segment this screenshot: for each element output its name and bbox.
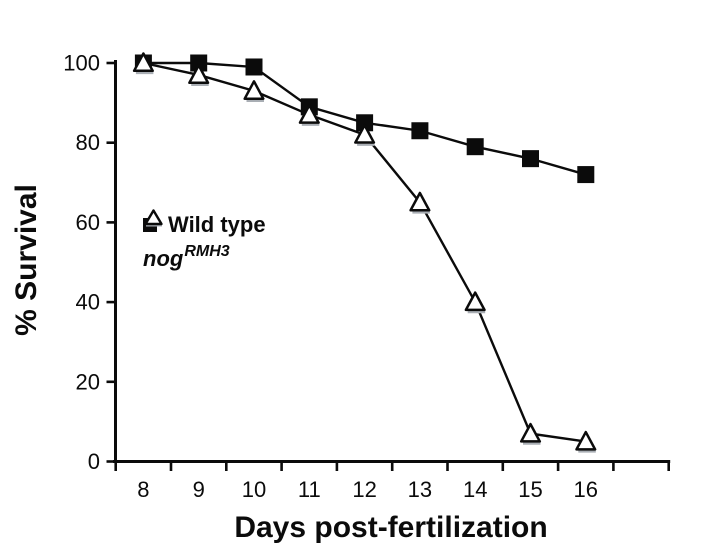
x-tick-label: 8 xyxy=(137,477,149,502)
marker-open-triangle xyxy=(188,64,210,85)
y-tick-label: 40 xyxy=(76,290,100,315)
x-tick-label: 16 xyxy=(574,477,598,502)
marker-open-triangle xyxy=(243,80,265,100)
legend-item-nog: nogRMH3 xyxy=(143,209,266,276)
legend: Wild type nogRMH3 xyxy=(143,208,266,276)
x-tick-label: 13 xyxy=(408,477,432,502)
marker-open-triangle xyxy=(464,291,486,312)
marker-open-triangle xyxy=(575,430,597,451)
x-tick-label: 12 xyxy=(352,477,376,502)
y-axis-title: % Survival xyxy=(10,184,43,336)
y-tick-label: 0 xyxy=(88,449,100,474)
marker-filled-square xyxy=(190,54,208,72)
y-tick-label: 60 xyxy=(76,210,100,235)
open-triangle-icon xyxy=(144,209,163,227)
marker-filled-square xyxy=(577,166,595,184)
legend-label-nog-sup: RMH3 xyxy=(184,242,230,260)
legend-label-wild-type: Wild type xyxy=(168,212,266,237)
legend-label-nog: nogRMH3 xyxy=(143,242,230,272)
legend-label-nog-base: nog xyxy=(143,246,184,271)
marker-filled-square xyxy=(411,122,429,140)
marker-filled-square xyxy=(466,138,484,156)
marker-open-triangle xyxy=(354,123,376,144)
x-axis-title: Days post-fertilization xyxy=(234,511,548,544)
marker-open-triangle xyxy=(409,191,431,212)
marker-filled-square xyxy=(356,114,374,132)
x-tick-label: 14 xyxy=(463,477,487,502)
marker-open-triangle xyxy=(519,422,542,443)
marker-filled-square xyxy=(245,58,263,76)
legend-item-wild-type: Wild type xyxy=(143,208,266,242)
x-tick-label: 15 xyxy=(518,477,542,502)
x-tick-label: 10 xyxy=(242,477,266,502)
y-tick-label: 80 xyxy=(76,130,100,155)
marker-filled-square xyxy=(522,150,539,168)
x-tick-label: 11 xyxy=(298,477,321,502)
marker-open-triangle xyxy=(132,52,154,73)
y-tick-label: 100 xyxy=(63,51,100,76)
x-tick-label: 9 xyxy=(193,477,205,502)
y-tick-label: 20 xyxy=(76,369,100,394)
marker-open-triangle xyxy=(298,104,320,124)
